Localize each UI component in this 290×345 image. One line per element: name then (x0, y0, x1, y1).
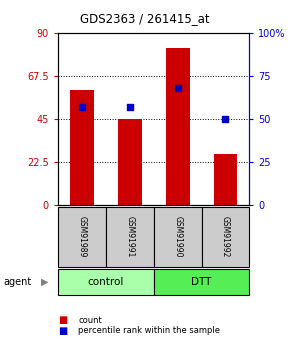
Point (128, 104, 132, 110)
Point (175, 85, 180, 91)
Point (79, 104, 84, 110)
Bar (166, 48, 190, 205)
Text: GSM91989: GSM91989 (77, 217, 86, 258)
Text: count: count (78, 316, 102, 325)
Text: DTT: DTT (191, 277, 212, 287)
Bar (70, 90, 94, 205)
Text: control: control (88, 277, 124, 287)
Text: GSM91992: GSM91992 (221, 217, 230, 258)
Bar (118, 119, 142, 205)
Text: GSM91991: GSM91991 (125, 217, 134, 258)
Text: ▶: ▶ (41, 277, 49, 287)
Text: percentile rank within the sample: percentile rank within the sample (78, 326, 220, 335)
Point (223, 116, 228, 122)
Bar (213, 154, 238, 205)
Text: agent: agent (3, 277, 31, 287)
Text: ■: ■ (58, 326, 67, 335)
Text: ■: ■ (58, 315, 67, 325)
Text: GSM91990: GSM91990 (173, 216, 182, 258)
Text: GDS2363 / 261415_at: GDS2363 / 261415_at (80, 12, 210, 25)
